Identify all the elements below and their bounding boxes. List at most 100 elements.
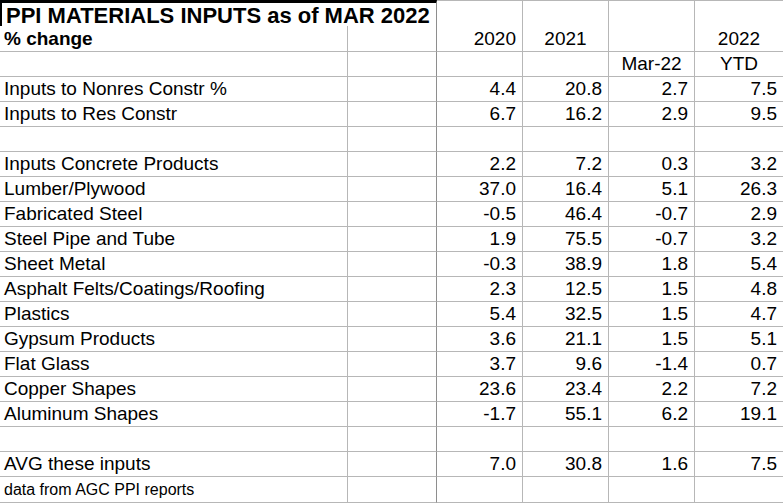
row-label-cell[interactable]: Inputs to Nonres Constr % bbox=[0, 77, 348, 102]
row-label-cell[interactable]: Lumber/Plywood bbox=[0, 177, 348, 202]
cell-empty[interactable] bbox=[523, 477, 609, 503]
row-label-cell[interactable] bbox=[0, 427, 348, 452]
value-cell[interactable]: 6.7 bbox=[437, 102, 523, 127]
cell-empty[interactable] bbox=[348, 177, 437, 202]
cell-empty[interactable] bbox=[609, 477, 695, 503]
value-cell[interactable]: 75.5 bbox=[523, 227, 609, 252]
cell-empty[interactable] bbox=[437, 477, 523, 503]
value-cell[interactable]: 23.4 bbox=[523, 377, 609, 402]
cell-empty[interactable] bbox=[348, 302, 437, 327]
cell-empty[interactable] bbox=[348, 227, 437, 252]
value-cell[interactable]: 3.2 bbox=[695, 227, 783, 252]
cell-empty[interactable] bbox=[348, 77, 437, 102]
cell-empty[interactable] bbox=[348, 452, 437, 477]
cell-empty[interactable] bbox=[523, 52, 609, 77]
row-label-cell[interactable]: Gypsum Products bbox=[0, 327, 348, 352]
value-cell[interactable]: 9.6 bbox=[523, 352, 609, 377]
value-cell[interactable] bbox=[523, 427, 609, 452]
value-cell[interactable]: 7.5 bbox=[695, 77, 783, 102]
header-2021-cell[interactable]: 2021 bbox=[523, 26, 609, 52]
footer-note-cell[interactable]: data from AGC PPI reports bbox=[0, 477, 348, 503]
cell-empty[interactable] bbox=[348, 26, 437, 52]
value-cell[interactable]: -0.5 bbox=[437, 202, 523, 227]
value-cell[interactable]: 37.0 bbox=[437, 177, 523, 202]
header-2020-cell[interactable]: 2020 bbox=[437, 26, 523, 52]
value-cell[interactable]: 26.3 bbox=[695, 177, 783, 202]
cell-empty[interactable] bbox=[0, 52, 348, 77]
cell-empty[interactable] bbox=[348, 152, 437, 177]
value-cell[interactable]: 2.2 bbox=[609, 377, 695, 402]
value-cell[interactable]: 5.1 bbox=[609, 177, 695, 202]
cell-empty[interactable] bbox=[348, 252, 437, 277]
value-cell[interactable]: 16.2 bbox=[523, 102, 609, 127]
value-cell[interactable]: -0.7 bbox=[609, 202, 695, 227]
value-cell[interactable]: 4.4 bbox=[437, 77, 523, 102]
value-cell[interactable]: 0.3 bbox=[609, 152, 695, 177]
value-cell[interactable]: 19.1 bbox=[695, 402, 783, 427]
value-cell[interactable]: 1.6 bbox=[609, 452, 695, 477]
value-cell[interactable]: 3.2 bbox=[695, 152, 783, 177]
value-cell[interactable]: 23.6 bbox=[437, 377, 523, 402]
value-cell[interactable]: 12.5 bbox=[523, 277, 609, 302]
value-cell[interactable] bbox=[609, 127, 695, 152]
value-cell[interactable]: 3.7 bbox=[437, 352, 523, 377]
row-label-cell[interactable]: Steel Pipe and Tube bbox=[0, 227, 348, 252]
cell-empty[interactable] bbox=[348, 427, 437, 452]
row-label-cell[interactable]: Sheet Metal bbox=[0, 252, 348, 277]
value-cell[interactable]: 5.1 bbox=[695, 327, 783, 352]
cell-empty[interactable] bbox=[348, 327, 437, 352]
cell-empty[interactable] bbox=[348, 52, 437, 77]
value-cell[interactable]: 9.5 bbox=[695, 102, 783, 127]
row-label-cell[interactable]: Aluminum Shapes bbox=[0, 402, 348, 427]
cell-empty[interactable] bbox=[348, 402, 437, 427]
value-cell[interactable]: 2.3 bbox=[437, 277, 523, 302]
cell-empty[interactable] bbox=[348, 477, 437, 503]
row-label-cell[interactable]: Asphalt Felts/Coatings/Roofing bbox=[0, 277, 348, 302]
value-cell[interactable]: 2.7 bbox=[609, 77, 695, 102]
header-pct-change-cell[interactable]: % change bbox=[0, 26, 348, 52]
value-cell[interactable] bbox=[609, 427, 695, 452]
value-cell[interactable]: 32.5 bbox=[523, 302, 609, 327]
row-label-cell[interactable]: Inputs Concrete Products bbox=[0, 152, 348, 177]
value-cell[interactable]: 5.4 bbox=[437, 302, 523, 327]
value-cell[interactable]: 20.8 bbox=[523, 77, 609, 102]
row-label-cell[interactable]: AVG these inputs bbox=[0, 452, 348, 477]
value-cell[interactable]: 55.1 bbox=[523, 402, 609, 427]
value-cell[interactable]: 38.9 bbox=[523, 252, 609, 277]
value-cell[interactable]: 7.2 bbox=[695, 377, 783, 402]
cell-empty[interactable] bbox=[348, 352, 437, 377]
value-cell[interactable]: 30.8 bbox=[523, 452, 609, 477]
header-2022-cell[interactable]: 2022 bbox=[695, 26, 783, 52]
value-cell[interactable]: 1.5 bbox=[609, 277, 695, 302]
value-cell[interactable] bbox=[695, 127, 783, 152]
row-label-cell[interactable]: Flat Glass bbox=[0, 352, 348, 377]
value-cell[interactable]: 4.7 bbox=[695, 302, 783, 327]
value-cell[interactable]: 7.5 bbox=[695, 452, 783, 477]
value-cell[interactable]: 21.1 bbox=[523, 327, 609, 352]
value-cell[interactable] bbox=[437, 127, 523, 152]
value-cell[interactable]: -1.7 bbox=[437, 402, 523, 427]
value-cell[interactable]: -0.3 bbox=[437, 252, 523, 277]
value-cell[interactable]: 3.6 bbox=[437, 327, 523, 352]
cell-empty[interactable] bbox=[348, 277, 437, 302]
value-cell[interactable]: -1.4 bbox=[609, 352, 695, 377]
cell-empty[interactable] bbox=[348, 377, 437, 402]
row-label-cell[interactable]: Copper Shapes bbox=[0, 377, 348, 402]
row-label-cell[interactable]: Inputs to Res Constr bbox=[0, 102, 348, 127]
cell-empty[interactable] bbox=[348, 127, 437, 152]
row-label-cell[interactable]: Fabricated Steel bbox=[0, 202, 348, 227]
header-ytd-cell[interactable]: YTD bbox=[695, 52, 783, 77]
value-cell[interactable]: 16.4 bbox=[523, 177, 609, 202]
value-cell[interactable]: 1.5 bbox=[609, 327, 695, 352]
value-cell[interactable]: 2.2 bbox=[437, 152, 523, 177]
value-cell[interactable]: 2.9 bbox=[695, 202, 783, 227]
cell-empty[interactable] bbox=[348, 202, 437, 227]
cell-empty[interactable] bbox=[609, 26, 695, 52]
cell-empty[interactable] bbox=[348, 102, 437, 127]
value-cell[interactable]: -0.7 bbox=[609, 227, 695, 252]
value-cell[interactable] bbox=[695, 427, 783, 452]
row-label-cell[interactable]: Plastics bbox=[0, 302, 348, 327]
value-cell[interactable] bbox=[437, 427, 523, 452]
value-cell[interactable]: 1.5 bbox=[609, 302, 695, 327]
cell-empty[interactable] bbox=[695, 477, 783, 503]
